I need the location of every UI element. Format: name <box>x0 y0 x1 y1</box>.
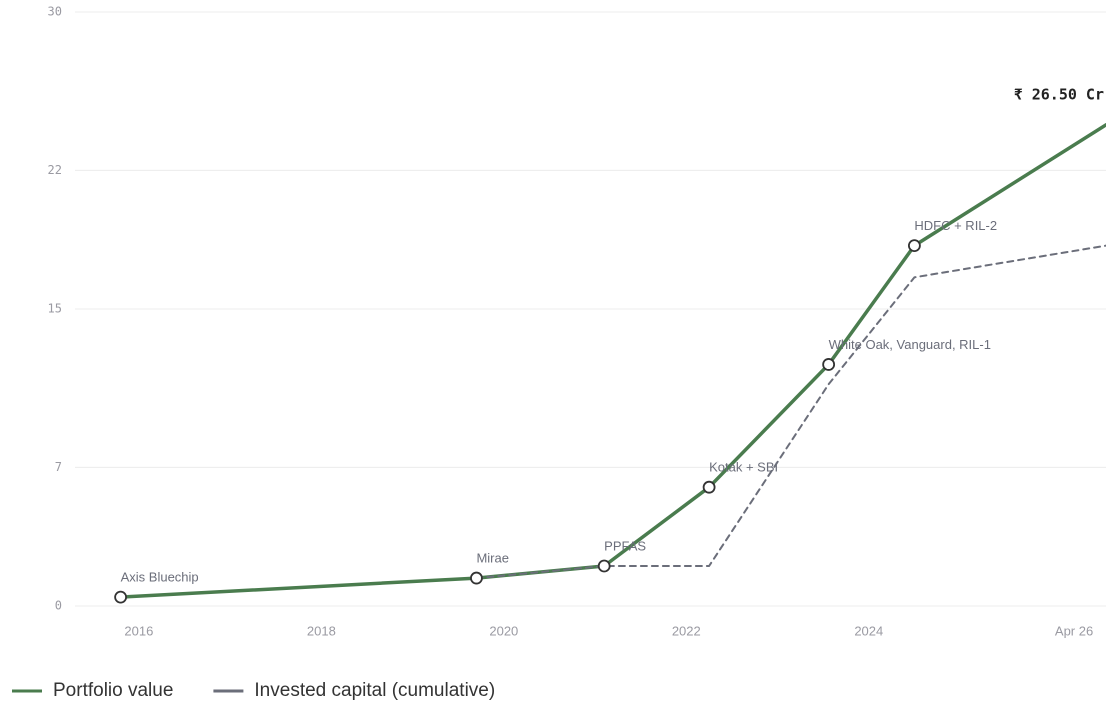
x-tick-label: 2018 <box>307 623 336 638</box>
point-label: PPFAS <box>604 538 646 553</box>
point-label: Kotak + SBI <box>709 460 778 475</box>
x-tick-label: 2016 <box>124 623 153 638</box>
y-tick-label: 7 <box>55 460 62 474</box>
legend-label: Portfolio value <box>53 680 173 701</box>
point-marker <box>597 559 611 573</box>
y-tick-label: 0 <box>55 599 62 613</box>
x-tick-label: 2024 <box>854 623 883 638</box>
y-tick-label: 15 <box>48 302 62 316</box>
series-line <box>475 244 1106 580</box>
series-line <box>118 123 1106 599</box>
y-tick-label: 30 <box>48 5 62 19</box>
point-label: White Oak, Vanguard, RIL-1 <box>829 337 991 352</box>
end-label: ₹ 26.50 Cr <box>1014 86 1104 104</box>
point-marker <box>702 480 716 494</box>
legend-label: Invested capital (cumulative) <box>254 680 495 701</box>
point-marker <box>822 358 836 371</box>
point-label: Axis Bluechip <box>121 570 199 585</box>
point-marker <box>470 571 483 585</box>
x-tick-label: Apr 26 <box>1055 623 1093 638</box>
x-tick-label: 2020 <box>489 623 518 638</box>
point-marker <box>907 239 921 253</box>
point-marker <box>114 590 128 604</box>
point-label: HDFC + RIL-2 <box>914 218 997 233</box>
y-tick-label: 22 <box>48 163 62 177</box>
point-label: Mirae <box>476 551 509 566</box>
x-tick-label: 2022 <box>672 623 701 638</box>
